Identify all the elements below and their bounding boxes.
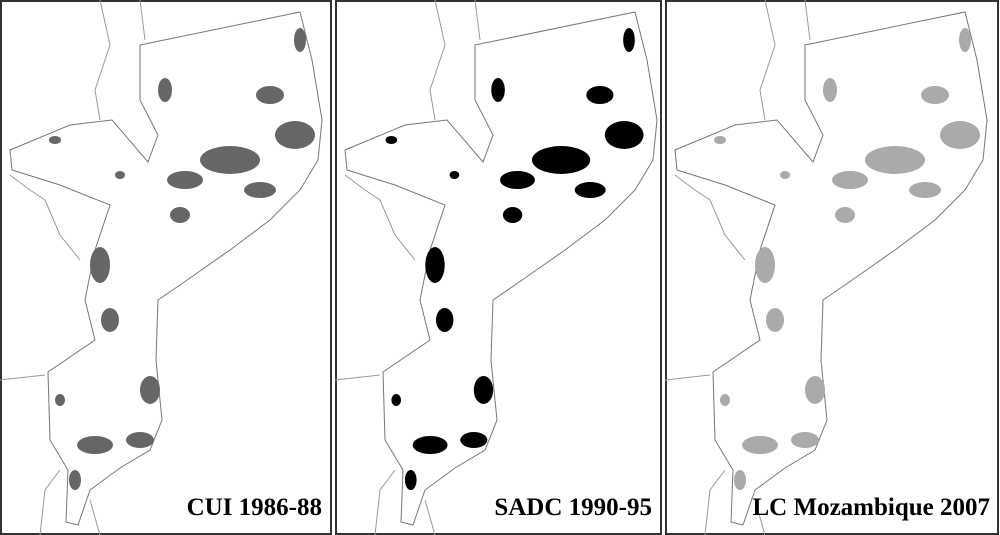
panel-label: CUI 1986-88 [187,494,322,521]
panel-label: SADC 1990-95 [494,494,652,521]
panel: SADC 1990-95 [334,0,662,535]
panel: LC Mozambique 2007 [664,0,999,535]
panel: CUI 1986-88 [0,0,332,535]
panel-label: LC Mozambique 2007 [753,494,991,521]
